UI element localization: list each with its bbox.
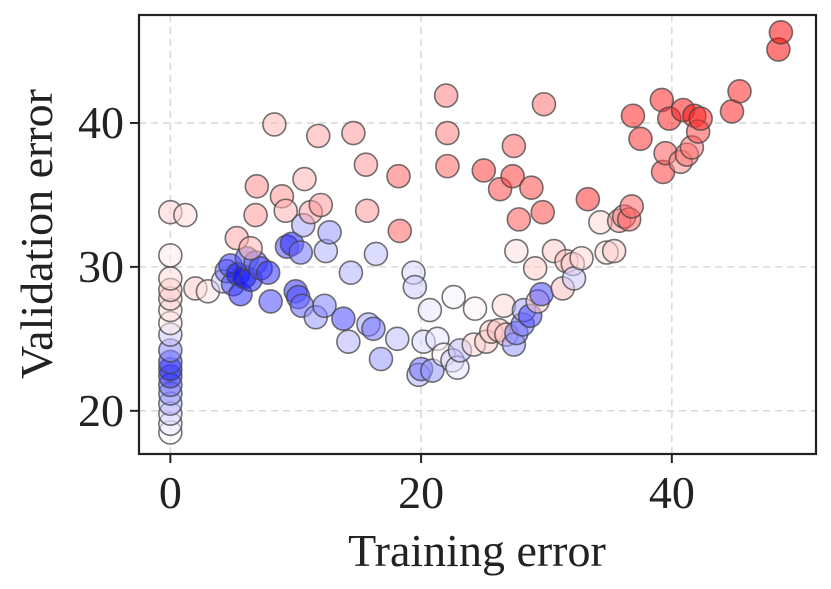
data-point-114 bbox=[569, 245, 594, 271]
data-point-92 bbox=[491, 293, 517, 319]
axis-ticks: 0 20 40 20 30 40 bbox=[78, 97, 695, 518]
data-point-67 bbox=[387, 218, 413, 244]
x-tick-label-2: 40 bbox=[649, 467, 695, 518]
data-point-33 bbox=[258, 289, 283, 314]
data-point-18 bbox=[173, 202, 198, 228]
data-point-115 bbox=[575, 186, 601, 212]
data-point-70 bbox=[402, 274, 428, 300]
data-point-16 bbox=[158, 243, 183, 268]
data-point-64 bbox=[363, 241, 389, 267]
data-point-99 bbox=[504, 238, 529, 264]
data-point-57 bbox=[336, 329, 361, 355]
data-point-94 bbox=[500, 163, 525, 189]
data-point-123 bbox=[620, 103, 646, 129]
data-point-124 bbox=[628, 126, 653, 152]
data-point-122 bbox=[619, 194, 645, 219]
y-tick-label-0: 20 bbox=[78, 385, 124, 436]
data-point-36 bbox=[243, 202, 268, 228]
data-point-60 bbox=[353, 152, 379, 177]
data-point-61 bbox=[354, 198, 380, 224]
data-point-63 bbox=[361, 316, 386, 342]
data-point-108 bbox=[531, 91, 557, 117]
data-point-85 bbox=[462, 296, 488, 321]
data-point-87 bbox=[471, 158, 497, 183]
data-point-103 bbox=[519, 175, 544, 201]
data-point-56 bbox=[331, 306, 356, 332]
data-point-78 bbox=[433, 83, 459, 108]
data-point-40 bbox=[273, 198, 298, 224]
data-point-45 bbox=[288, 240, 314, 265]
data-point-118 bbox=[601, 238, 627, 264]
data-point-53 bbox=[312, 293, 337, 319]
data-point-137 bbox=[727, 78, 752, 104]
data-point-79 bbox=[435, 120, 460, 146]
y-axis-title: Validation error bbox=[11, 89, 62, 379]
data-point-95 bbox=[501, 133, 527, 159]
data-points bbox=[158, 19, 794, 445]
x-axis-title: Training error bbox=[348, 525, 606, 576]
data-point-51 bbox=[305, 123, 331, 149]
y-tick-label-2: 40 bbox=[78, 97, 124, 148]
data-point-104 bbox=[522, 256, 548, 281]
data-point-75 bbox=[417, 297, 443, 323]
data-point-37 bbox=[244, 173, 270, 199]
data-point-38 bbox=[262, 112, 287, 137]
data-point-82 bbox=[441, 284, 466, 310]
x-tick-label-1: 20 bbox=[398, 467, 444, 518]
y-tick-label-1: 30 bbox=[78, 241, 124, 292]
data-point-65 bbox=[368, 346, 394, 372]
data-point-106 bbox=[529, 281, 554, 307]
data-point-55 bbox=[317, 220, 342, 245]
x-tick-label-0: 0 bbox=[159, 467, 182, 518]
data-point-15 bbox=[158, 266, 183, 291]
data-point-80 bbox=[435, 153, 460, 179]
plot-frame bbox=[137, 13, 818, 456]
data-point-107 bbox=[530, 199, 555, 225]
data-point-48 bbox=[292, 166, 317, 192]
data-point-35 bbox=[238, 235, 263, 261]
data-point-98 bbox=[506, 207, 532, 232]
data-point-66 bbox=[386, 163, 411, 189]
data-point-139 bbox=[768, 19, 794, 45]
data-point-68 bbox=[384, 326, 410, 352]
data-point-58 bbox=[338, 260, 364, 285]
data-point-52 bbox=[308, 192, 334, 218]
data-point-32 bbox=[255, 260, 281, 285]
data-point-135 bbox=[688, 106, 713, 131]
data-point-59 bbox=[341, 120, 366, 146]
